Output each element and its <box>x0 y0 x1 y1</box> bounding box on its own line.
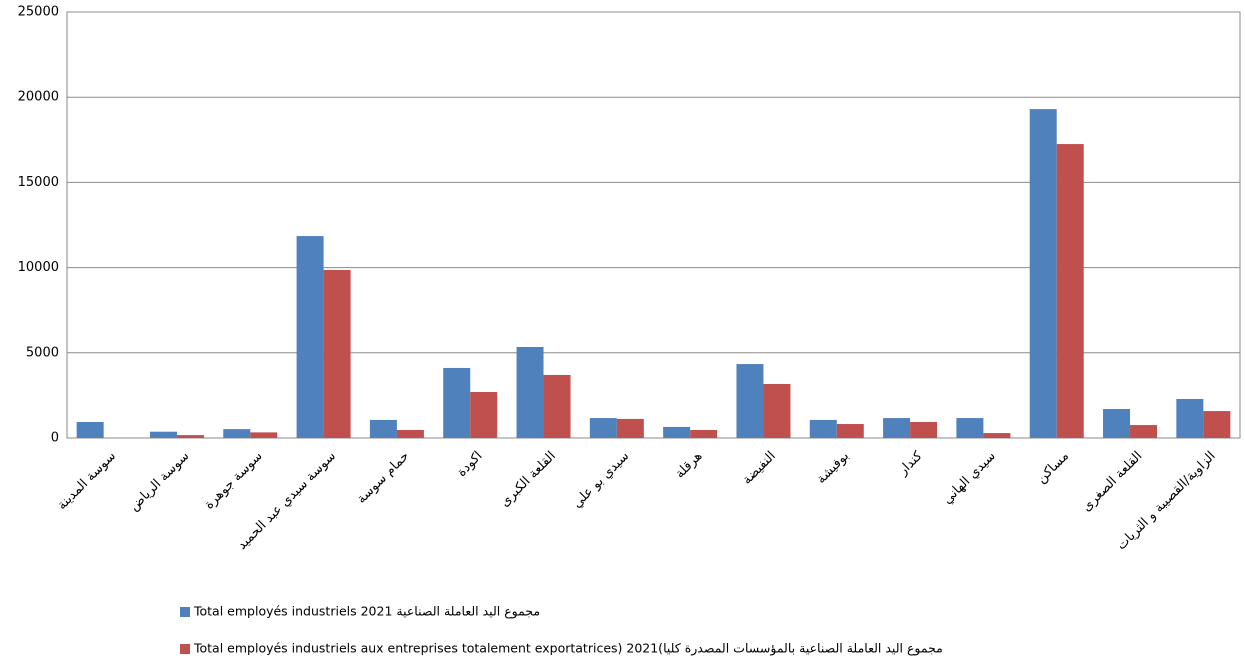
bar <box>736 364 764 438</box>
y-tick-label: 0 <box>51 431 59 446</box>
bar <box>956 418 984 438</box>
x-tick-label: حمام سوسة <box>354 449 412 507</box>
y-tick-label: 15000 <box>18 175 59 190</box>
bar <box>223 429 251 438</box>
bar <box>1176 398 1204 438</box>
bar <box>1203 411 1231 438</box>
x-tick-label: القلعة الكبرى <box>497 449 558 510</box>
bar <box>76 421 104 438</box>
y-tick-label: 5000 <box>26 345 59 360</box>
bar <box>250 432 278 438</box>
x-tick-label: اكودة <box>454 449 485 480</box>
bar <box>543 374 571 438</box>
legend-label: Total employés industriels 2021 مجموع ال… <box>193 604 540 620</box>
bar <box>763 383 791 438</box>
legend-swatch <box>180 644 190 654</box>
bar <box>1103 409 1131 438</box>
bar <box>616 418 644 438</box>
x-tick-label: سيدي الهاني <box>940 449 999 508</box>
bar <box>1130 425 1158 438</box>
x-tick-label: سوسة المدينة <box>55 449 119 513</box>
x-tick-label: القلعة الصغرى <box>1079 449 1145 515</box>
bar <box>809 419 837 438</box>
y-tick-label: 10000 <box>18 260 59 275</box>
bar <box>396 429 424 438</box>
bar <box>516 347 544 438</box>
bar <box>296 236 324 438</box>
x-tick-label: النفيضة <box>740 449 779 488</box>
bar <box>836 424 864 438</box>
legend-label: Total employés industriels aux entrepris… <box>193 641 943 657</box>
bar <box>910 421 938 438</box>
x-tick-label: مساكن <box>1034 449 1072 487</box>
bar <box>589 418 617 438</box>
bar <box>883 418 911 438</box>
bar <box>176 435 204 438</box>
y-tick-label: 20000 <box>18 90 59 105</box>
bar <box>149 431 177 438</box>
x-tick-label: سوسة جوهرة <box>202 449 266 513</box>
x-tick-label: سيدي بو علي <box>570 449 632 511</box>
bar <box>323 269 351 438</box>
bar <box>663 426 691 438</box>
bar <box>983 433 1011 438</box>
x-tick-label: كندار <box>895 448 926 479</box>
x-tick-label: بوفيشة <box>814 449 852 487</box>
bar <box>1029 109 1057 439</box>
x-tick-label: هرقلة <box>673 449 706 482</box>
bar <box>470 391 498 438</box>
bar <box>690 429 718 438</box>
bar <box>1056 144 1084 438</box>
legend-swatch <box>180 607 190 617</box>
bar <box>443 367 471 438</box>
bar <box>369 419 397 438</box>
y-tick-label: 25000 <box>18 5 59 20</box>
x-tick-label: سوسة الرياض <box>127 449 193 515</box>
